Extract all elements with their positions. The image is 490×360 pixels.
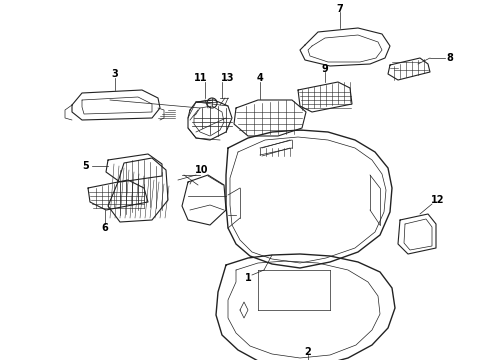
Text: 8: 8 — [446, 53, 453, 63]
Text: 6: 6 — [101, 223, 108, 233]
Text: 3: 3 — [112, 69, 119, 79]
Text: 1: 1 — [245, 273, 251, 283]
Text: 5: 5 — [83, 161, 89, 171]
Text: 10: 10 — [195, 165, 209, 175]
Text: 13: 13 — [221, 73, 235, 83]
Text: 9: 9 — [321, 64, 328, 74]
Text: 2: 2 — [305, 347, 311, 357]
Text: 12: 12 — [431, 195, 445, 205]
Text: 4: 4 — [257, 73, 264, 83]
Text: 11: 11 — [194, 73, 208, 83]
Text: 7: 7 — [337, 4, 343, 14]
